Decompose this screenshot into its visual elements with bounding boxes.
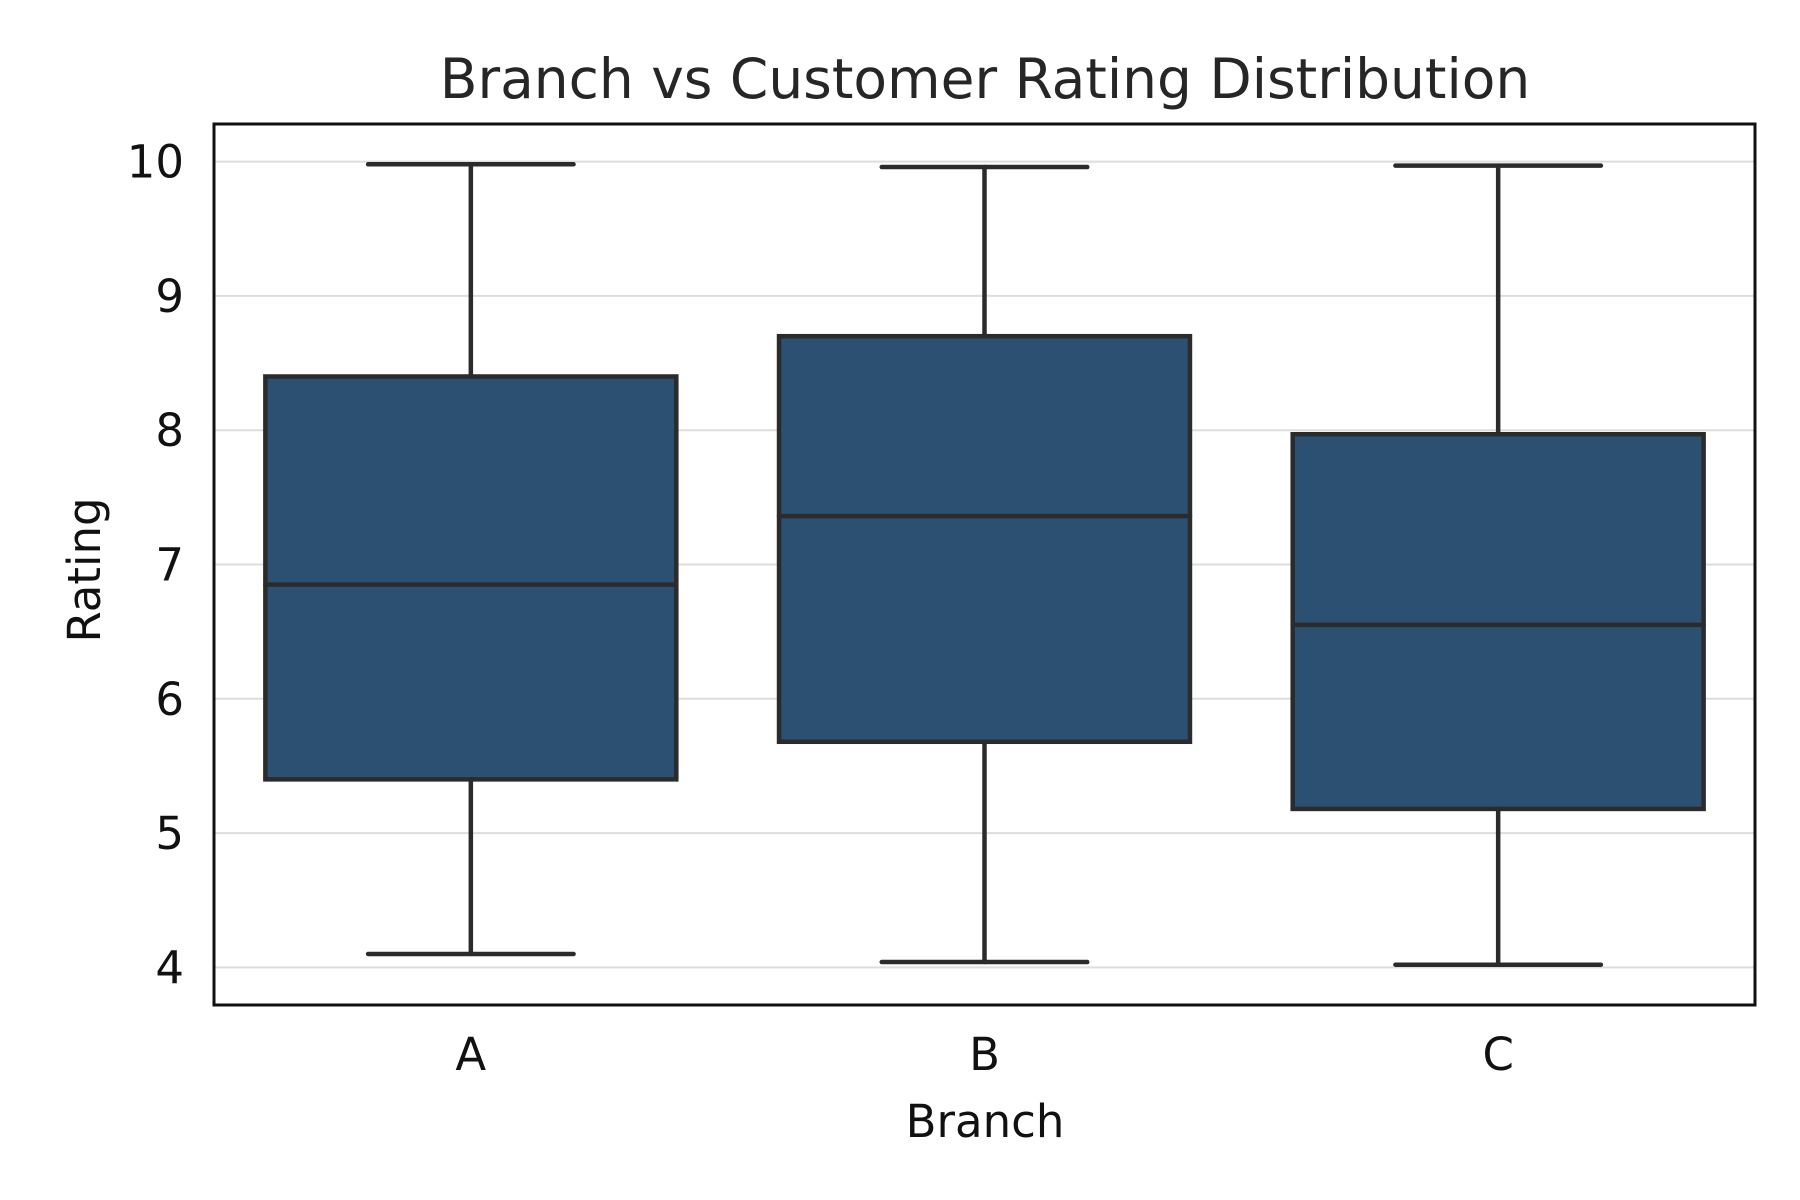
box-group-c: [1290, 163, 1706, 967]
y-tick-label: 8: [155, 404, 184, 457]
box-group-a: [263, 162, 679, 957]
x-axis-label: Branch: [906, 1095, 1065, 1148]
x-tick-label: A: [455, 1028, 486, 1081]
y-tick-label: 6: [155, 673, 184, 726]
y-axis-label: Rating: [58, 497, 111, 642]
box-group-b: [776, 164, 1193, 965]
y-axis-ticks: 4 5 6 7 8 9 10: [127, 136, 184, 995]
y-tick-label: 4: [155, 941, 184, 994]
box-interquartile-range: [263, 374, 679, 782]
y-tick-label: 9: [155, 270, 184, 323]
box-interquartile-range: [776, 333, 1193, 745]
y-tick-label: 5: [155, 807, 184, 860]
x-tick-label: B: [969, 1028, 1000, 1081]
y-tick-label: 7: [155, 539, 184, 592]
x-axis-ticks: A B C: [455, 1028, 1513, 1081]
plot-frame: [212, 122, 1757, 1007]
box-series: [263, 162, 1706, 967]
box-interquartile-range: [1290, 431, 1706, 812]
chart-title: Branch vs Customer Rating Distribution: [440, 47, 1531, 111]
x-tick-label: C: [1482, 1028, 1513, 1081]
y-tick-label: 10: [127, 136, 184, 189]
